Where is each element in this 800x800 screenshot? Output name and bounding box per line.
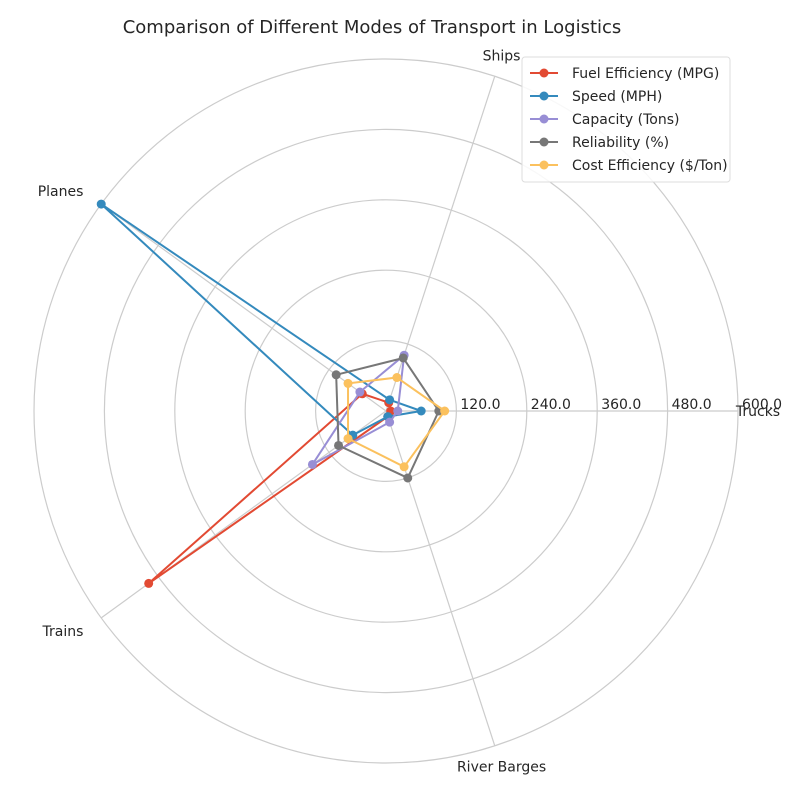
- r-tick-label: 120.0: [460, 397, 500, 413]
- data-point: [440, 406, 450, 416]
- legend-label: Cost Efficiency ($/Ton): [572, 158, 728, 174]
- series-line: [335, 356, 440, 479]
- series-line: [147, 392, 392, 585]
- series-5: [343, 373, 450, 472]
- data-point: [385, 395, 395, 405]
- category-label: Planes: [38, 184, 84, 200]
- chart-title: Comparison of Different Modes of Transpo…: [123, 17, 622, 38]
- data-point: [385, 417, 395, 427]
- axis-spoke-4: [100, 410, 387, 619]
- series-line: [347, 376, 446, 468]
- data-point: [403, 473, 413, 483]
- legend-label: Capacity (Tons): [572, 112, 679, 128]
- series-layer: [96, 199, 450, 588]
- data-point: [393, 406, 403, 416]
- r-tick-label: 600.0: [742, 397, 782, 413]
- axis-spoke-3: [100, 203, 387, 412]
- category-label: Trains: [42, 624, 84, 640]
- data-point: [331, 370, 341, 380]
- series-3: [307, 350, 409, 469]
- data-point: [355, 387, 365, 397]
- legend-marker: [539, 68, 549, 78]
- legend-marker: [539, 137, 549, 147]
- axis-spoke-5: [385, 410, 496, 746]
- series-4: [331, 353, 444, 483]
- series-1: [144, 389, 396, 588]
- data-point: [96, 199, 106, 209]
- r-tick-label: 480.0: [672, 397, 712, 413]
- r-tick-label: 360.0: [601, 397, 641, 413]
- data-point: [416, 406, 426, 416]
- data-point: [144, 578, 154, 588]
- legend-label: Speed (MPH): [572, 89, 662, 105]
- legend-marker: [539, 160, 549, 170]
- data-point: [307, 459, 317, 469]
- legend-label: Reliability (%): [572, 135, 669, 151]
- data-point: [398, 353, 408, 363]
- legend-marker: [539, 91, 549, 101]
- data-point: [392, 373, 402, 383]
- category-label: Trucks: [735, 404, 780, 420]
- r-tick-label: 240.0: [531, 397, 571, 413]
- legend: Fuel Efficiency (MPG) Speed (MPH) Capacity…: [521, 56, 731, 183]
- category-label: River Barges: [457, 760, 546, 776]
- data-point: [343, 434, 353, 444]
- data-point: [334, 440, 344, 450]
- category-label: Ships: [483, 48, 521, 64]
- data-point: [399, 462, 409, 472]
- legend-marker: [539, 114, 549, 124]
- legend-box: [521, 56, 731, 183]
- data-point: [343, 378, 353, 388]
- legend-label: Fuel Efficiency (MPG): [572, 66, 719, 82]
